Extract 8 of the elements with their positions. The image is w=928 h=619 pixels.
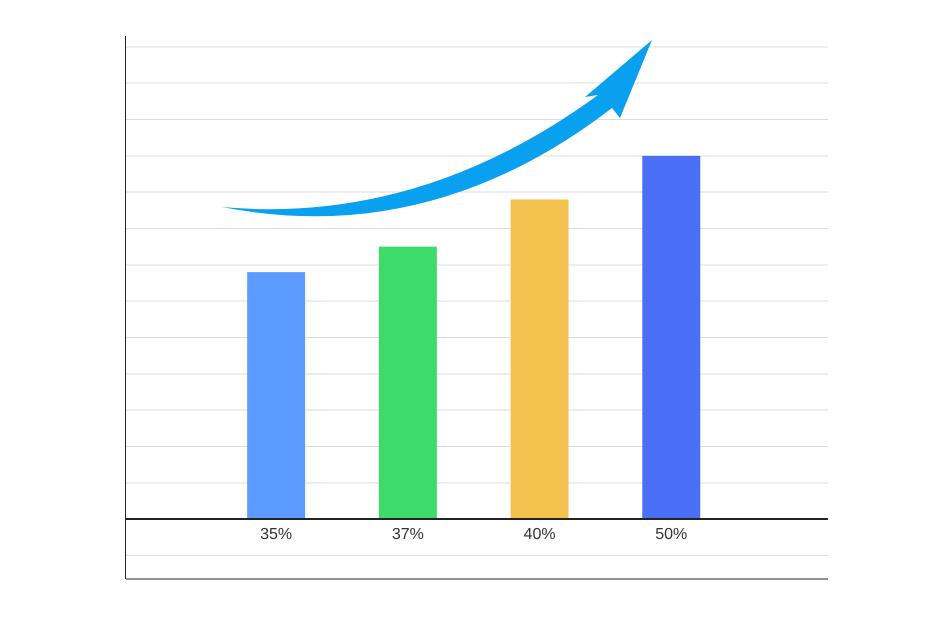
bar: [642, 156, 700, 520]
bar: [510, 199, 569, 520]
x-tick-label: 35%: [260, 526, 292, 543]
bar: [378, 246, 437, 520]
x-tick-label: 37%: [392, 526, 424, 543]
bar: [247, 272, 306, 520]
x-tick-label: 40%: [524, 526, 556, 543]
x-tick-label: 50%: [655, 526, 688, 543]
